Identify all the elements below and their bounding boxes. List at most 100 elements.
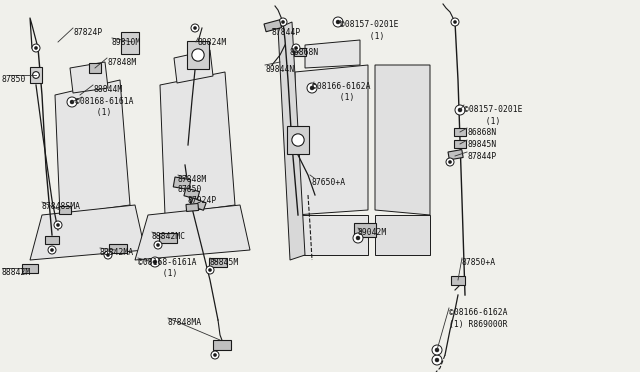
Circle shape: [213, 353, 216, 357]
Text: 87850+A: 87850+A: [462, 258, 496, 267]
Bar: [22, 263, 38, 273]
Circle shape: [193, 26, 196, 30]
Text: 89810M: 89810M: [112, 38, 141, 47]
Circle shape: [432, 345, 442, 355]
Text: 86868N: 86868N: [467, 128, 496, 137]
Bar: [213, 340, 231, 350]
Bar: [209, 257, 227, 266]
Circle shape: [292, 134, 304, 146]
Circle shape: [432, 355, 442, 365]
Circle shape: [106, 253, 109, 257]
Text: ©08166-6162A: ©08166-6162A: [312, 82, 371, 91]
Circle shape: [67, 97, 77, 107]
Text: 88824M: 88824M: [198, 38, 227, 47]
Text: 87850: 87850: [2, 75, 26, 84]
Text: 87844P: 87844P: [272, 28, 301, 37]
Circle shape: [156, 243, 159, 247]
Text: 87850: 87850: [178, 185, 202, 194]
Text: 89042M: 89042M: [358, 228, 387, 237]
Circle shape: [279, 18, 287, 26]
Bar: [30, 67, 42, 83]
Text: 87848M: 87848M: [178, 175, 207, 184]
Circle shape: [56, 224, 60, 227]
Circle shape: [154, 241, 162, 249]
Bar: [454, 128, 466, 136]
Circle shape: [104, 251, 112, 259]
Circle shape: [33, 72, 40, 78]
Bar: [354, 223, 376, 237]
Bar: [287, 126, 309, 154]
Circle shape: [458, 108, 462, 112]
Text: 87844P: 87844P: [467, 152, 496, 161]
Text: 88845M: 88845M: [210, 258, 239, 267]
Circle shape: [209, 269, 212, 272]
Circle shape: [150, 257, 160, 267]
Circle shape: [70, 100, 74, 104]
Circle shape: [191, 24, 199, 32]
Circle shape: [211, 351, 219, 359]
Text: 87924P: 87924P: [188, 196, 217, 205]
Polygon shape: [174, 50, 213, 83]
Circle shape: [35, 46, 38, 49]
Bar: [159, 233, 177, 243]
Circle shape: [153, 260, 157, 264]
Polygon shape: [278, 22, 305, 260]
Circle shape: [310, 86, 314, 90]
Text: 88842MA: 88842MA: [100, 248, 134, 257]
Bar: [264, 20, 282, 32]
Bar: [451, 276, 465, 285]
Circle shape: [192, 49, 204, 61]
Bar: [121, 32, 139, 54]
Bar: [89, 63, 101, 73]
Bar: [294, 48, 306, 56]
Polygon shape: [375, 215, 430, 255]
Circle shape: [333, 17, 343, 27]
Bar: [109, 244, 127, 253]
Circle shape: [206, 266, 214, 274]
Circle shape: [353, 233, 363, 243]
Text: ©08168-6161A: ©08168-6161A: [75, 97, 134, 106]
Text: ©08166-6162A: ©08166-6162A: [449, 308, 508, 317]
Text: (1): (1): [360, 32, 385, 41]
Circle shape: [294, 46, 298, 49]
Text: ©08168-6161A: ©08168-6161A: [138, 258, 196, 267]
Bar: [173, 177, 191, 190]
Polygon shape: [160, 72, 235, 215]
Text: (1): (1): [476, 117, 500, 126]
Text: 89844N: 89844N: [265, 65, 294, 74]
Circle shape: [455, 105, 465, 115]
Circle shape: [292, 44, 300, 52]
Circle shape: [48, 246, 56, 254]
Text: ©08157-0201E: ©08157-0201E: [340, 20, 399, 29]
Circle shape: [51, 248, 54, 251]
Circle shape: [54, 221, 62, 229]
Circle shape: [446, 158, 454, 166]
Text: (1) R869000R: (1) R869000R: [449, 320, 508, 329]
Bar: [186, 203, 198, 211]
Bar: [454, 140, 466, 148]
Text: 89845N: 89845N: [467, 140, 496, 149]
Circle shape: [307, 83, 317, 93]
Text: 87848M: 87848M: [107, 58, 136, 67]
Circle shape: [451, 18, 459, 26]
Bar: [187, 41, 209, 69]
Circle shape: [449, 160, 452, 164]
Polygon shape: [55, 80, 130, 215]
Bar: [190, 198, 206, 210]
Polygon shape: [295, 65, 368, 215]
Circle shape: [282, 20, 285, 23]
Bar: [184, 188, 200, 199]
Polygon shape: [305, 40, 360, 68]
Circle shape: [435, 358, 439, 362]
Bar: [45, 236, 59, 244]
Circle shape: [435, 348, 439, 352]
Text: 87848SMA: 87848SMA: [42, 202, 81, 211]
Circle shape: [336, 20, 340, 24]
Text: 86868N: 86868N: [290, 48, 319, 57]
Text: 87824P: 87824P: [73, 28, 102, 37]
Circle shape: [32, 44, 40, 52]
Polygon shape: [295, 215, 368, 255]
Bar: [448, 150, 463, 160]
Polygon shape: [135, 205, 250, 260]
Text: 88844M: 88844M: [93, 85, 122, 94]
